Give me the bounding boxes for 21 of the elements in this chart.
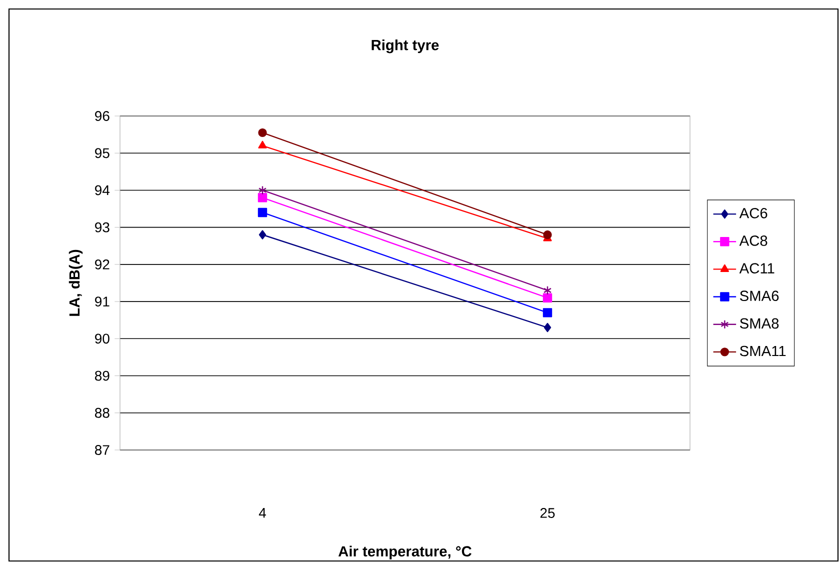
y-tick-label: 90 (95, 334, 110, 344)
legend-label: AC6 (739, 208, 768, 218)
legend-label: SMA11 (740, 346, 786, 356)
y-tick-label: 94 (95, 185, 110, 196)
legend-label: SMA8 (740, 318, 779, 329)
x-tick-label: 25 (540, 508, 555, 518)
x-tick-label: 4 (258, 508, 266, 518)
y-tick-label: 95 (95, 148, 110, 158)
y-tick-label: 88 (94, 408, 110, 418)
chart-title: Right tyre (372, 39, 439, 54)
y-tick-label: 89 (94, 370, 110, 381)
legend-label: AC11 (739, 263, 774, 274)
y-tick-label: 87 (94, 445, 110, 455)
x-axis-title: Air temperature, °C (338, 546, 472, 560)
legend-label: AC8 (739, 236, 768, 246)
y-tick-label: 92 (95, 259, 110, 270)
y-tick-label: 91 (95, 296, 110, 307)
y-axis-title: LA, dB(A) (68, 250, 83, 316)
y-tick-label: 93 (95, 222, 110, 232)
y-tick-label: 96 (95, 111, 110, 121)
legend-label: SMA6 (740, 290, 779, 302)
